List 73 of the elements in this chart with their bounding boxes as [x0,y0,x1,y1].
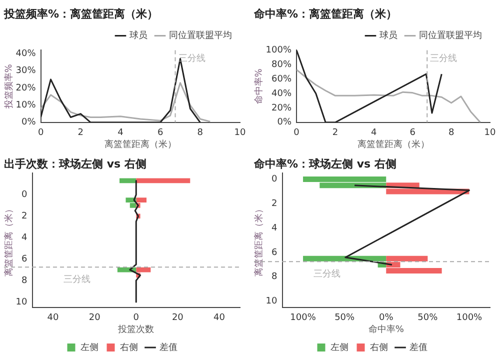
x-tick-label: 40 [214,313,226,324]
chart-title: 投篮频率%：离篮筐距离（米） [3,7,158,20]
y-tick-label: 4 [22,232,28,243]
x-axis-title: 命中率% [368,324,404,335]
y-axis-title: 离篮筐距离（米） [254,204,265,276]
ref-line-label: 三分线 [178,53,206,64]
y-tick-label: 2 [272,199,278,210]
x-axis-title: 离篮筐距离（米） [357,138,430,150]
y-tick-label: 80% [272,60,292,70]
legend-label: 球员 [130,30,148,42]
x-tick-label: 10 [234,128,246,138]
y-tick-label: 10 [266,296,278,307]
legend-label: 左侧 [330,342,348,353]
x-tick-label: 0% [378,313,394,324]
y-tick-label: 100% [266,46,292,56]
x-tick-label: 100% [290,313,316,324]
x-tick-label: 8 [448,128,454,138]
x-tick-label: 20 [172,313,184,324]
legend-label: 右侧 [370,342,388,353]
y-axis-title: 离篮筐距离（米） [4,204,15,276]
x-tick-label: 20 [88,313,101,324]
bar [120,178,136,184]
x-tick-label: 50% [334,313,356,324]
x-axis-title: 离篮筐距离（米） [104,138,176,150]
y-tick-label: 0 [22,190,28,200]
legend-label: 同位置联盟平均 [419,30,482,42]
y-tick-label: 2 [22,211,28,222]
legend-label: 差值 [159,342,178,353]
ref-line-label: 三分线 [313,268,340,280]
y-axis-title: 命中率% [254,68,265,104]
y-tick-label: 10% [16,100,36,111]
y-tick-label: 8 [22,276,28,286]
x-tick-label: 50% [418,313,438,324]
bar [136,178,190,184]
y-tick-label: 4 [272,223,278,234]
y-tick-label: 60% [272,74,292,84]
y-tick-label: 40% [16,48,36,59]
y-axis-title: 投篮频率% [4,64,15,110]
legend-label: 同位置联盟平均 [169,30,232,42]
y-tick-label: 40% [272,88,292,99]
y-tick-label: 20% [16,83,36,94]
chart-title: 出手次数：球场左侧 vs 右侧 [4,157,146,170]
legend-label: 左侧 [80,342,98,353]
y-tick-label: 0% [277,118,292,128]
x-tick-label: 2 [332,128,338,138]
ref-line-label: 三分线 [430,53,458,64]
y-tick-label: 20% [272,103,292,114]
y-tick-label: 6 [272,248,278,258]
x-tick-label: 10 [484,128,496,138]
legend-label: 右侧 [120,342,138,353]
x-tick-label: 4 [371,128,378,138]
y-tick-label: 0% [22,118,36,128]
x-tick-label: 0 [133,313,140,324]
chart-title: 命中率%：离篮筐距离（米） [253,7,398,20]
x-tick-label: 100% [456,313,483,324]
y-tick-label: 8 [272,272,278,282]
y-tick-label: 0 [272,174,278,185]
y-tick-label: 10 [16,297,28,308]
legend-label: 球员 [380,30,398,42]
x-tick-label: 4 [118,128,124,138]
x-tick-label: 6 [157,128,164,138]
x-tick-label: 8 [197,128,204,138]
x-tick-label: 2 [78,128,84,138]
x-tick-label: 6 [410,128,416,138]
x-tick-label: 0 [38,128,44,138]
chart-title: 命中率%：球场左侧 vs 右侧 [253,157,396,170]
y-tick-label: 30% [16,66,36,76]
y-tick-label: 6 [22,254,28,264]
ref-line-label: 三分线 [63,274,90,285]
x-axis-title: 投篮次数 [117,324,154,335]
x-tick-label: 0 [294,128,300,138]
x-tick-label: 40 [47,313,60,324]
legend-label: 差值 [409,342,428,353]
